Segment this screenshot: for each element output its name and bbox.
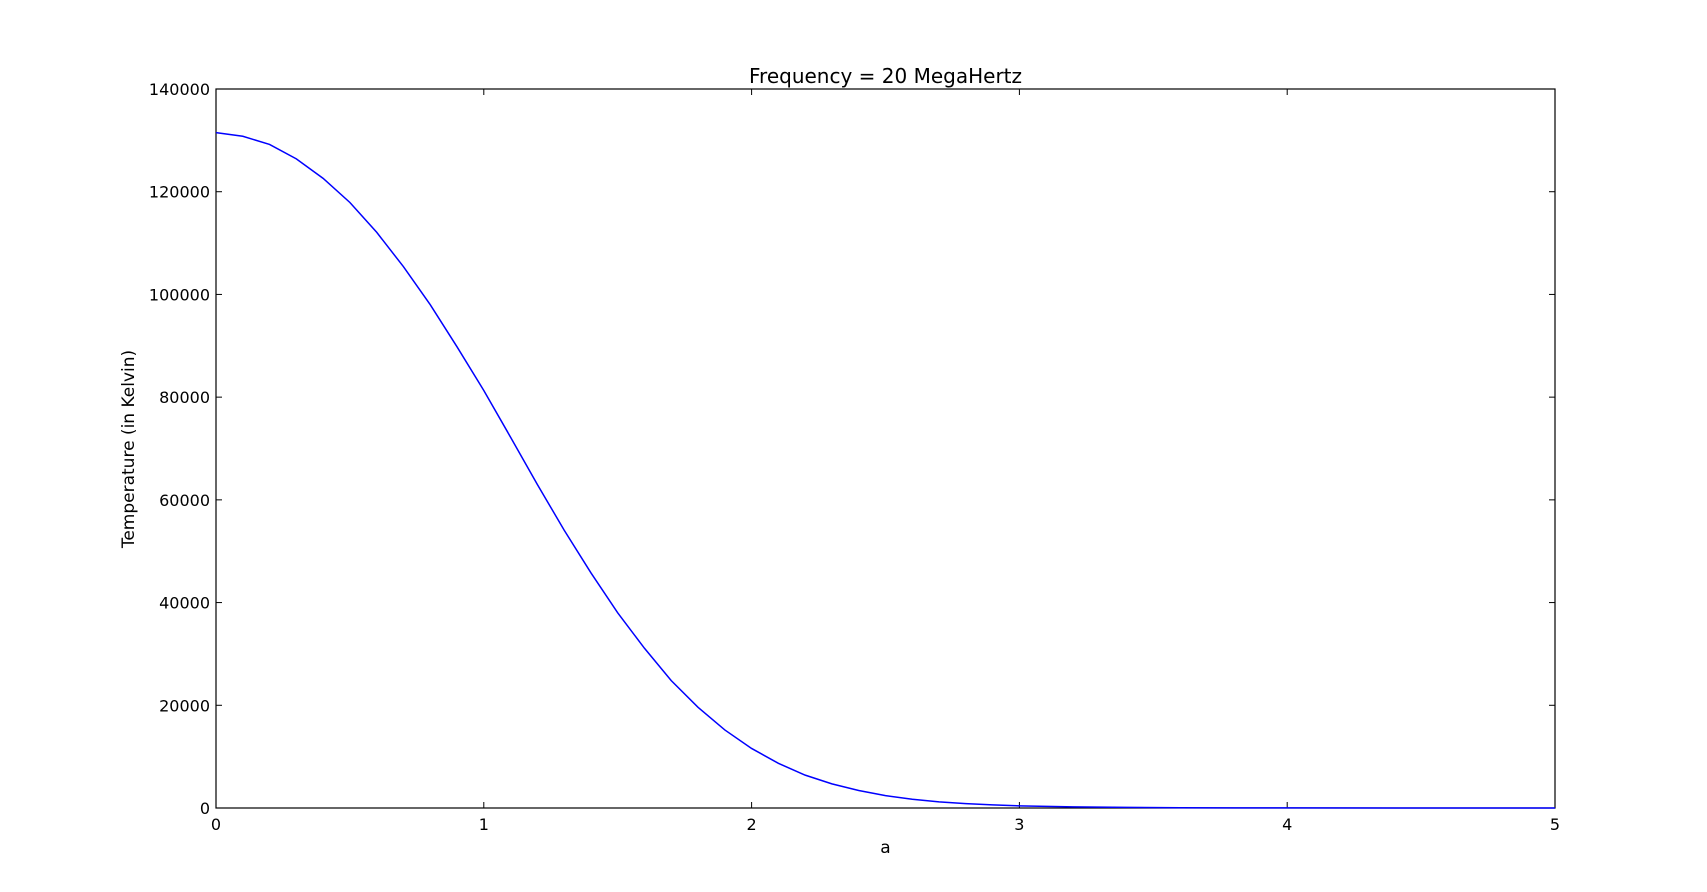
plot-area: [215, 88, 1556, 809]
y-tick-label: 20000: [159, 696, 210, 715]
chart-title: Frequency = 20 MegaHertz: [749, 64, 1022, 88]
x-axis-label: a: [880, 838, 890, 858]
y-tick-label: 40000: [159, 594, 210, 613]
y-axis-label: Temperature (in Kelvin): [119, 350, 139, 549]
x-tick-label: 2: [747, 815, 757, 834]
y-tick-label: 60000: [159, 491, 210, 510]
y-tick-label: 0: [200, 799, 210, 818]
y-tick-label: 140000: [149, 80, 210, 99]
x-tick-label: 1: [479, 815, 489, 834]
y-tick-label: 100000: [149, 285, 210, 304]
y-tick-label: 80000: [159, 388, 210, 407]
x-tick-label: 5: [1550, 815, 1560, 834]
series-line: [215, 131, 1556, 809]
x-tick-label: 4: [1282, 815, 1292, 834]
x-tick-label: 3: [1014, 815, 1024, 834]
x-tick-label: 0: [211, 815, 221, 834]
y-tick-label: 120000: [149, 183, 210, 202]
y-axis-ticks: 0 20000 40000 60000 80000 100000 120000 140000: [149, 80, 1555, 818]
x-axis-ticks: 0 1 2 3 4 5: [211, 89, 1560, 834]
